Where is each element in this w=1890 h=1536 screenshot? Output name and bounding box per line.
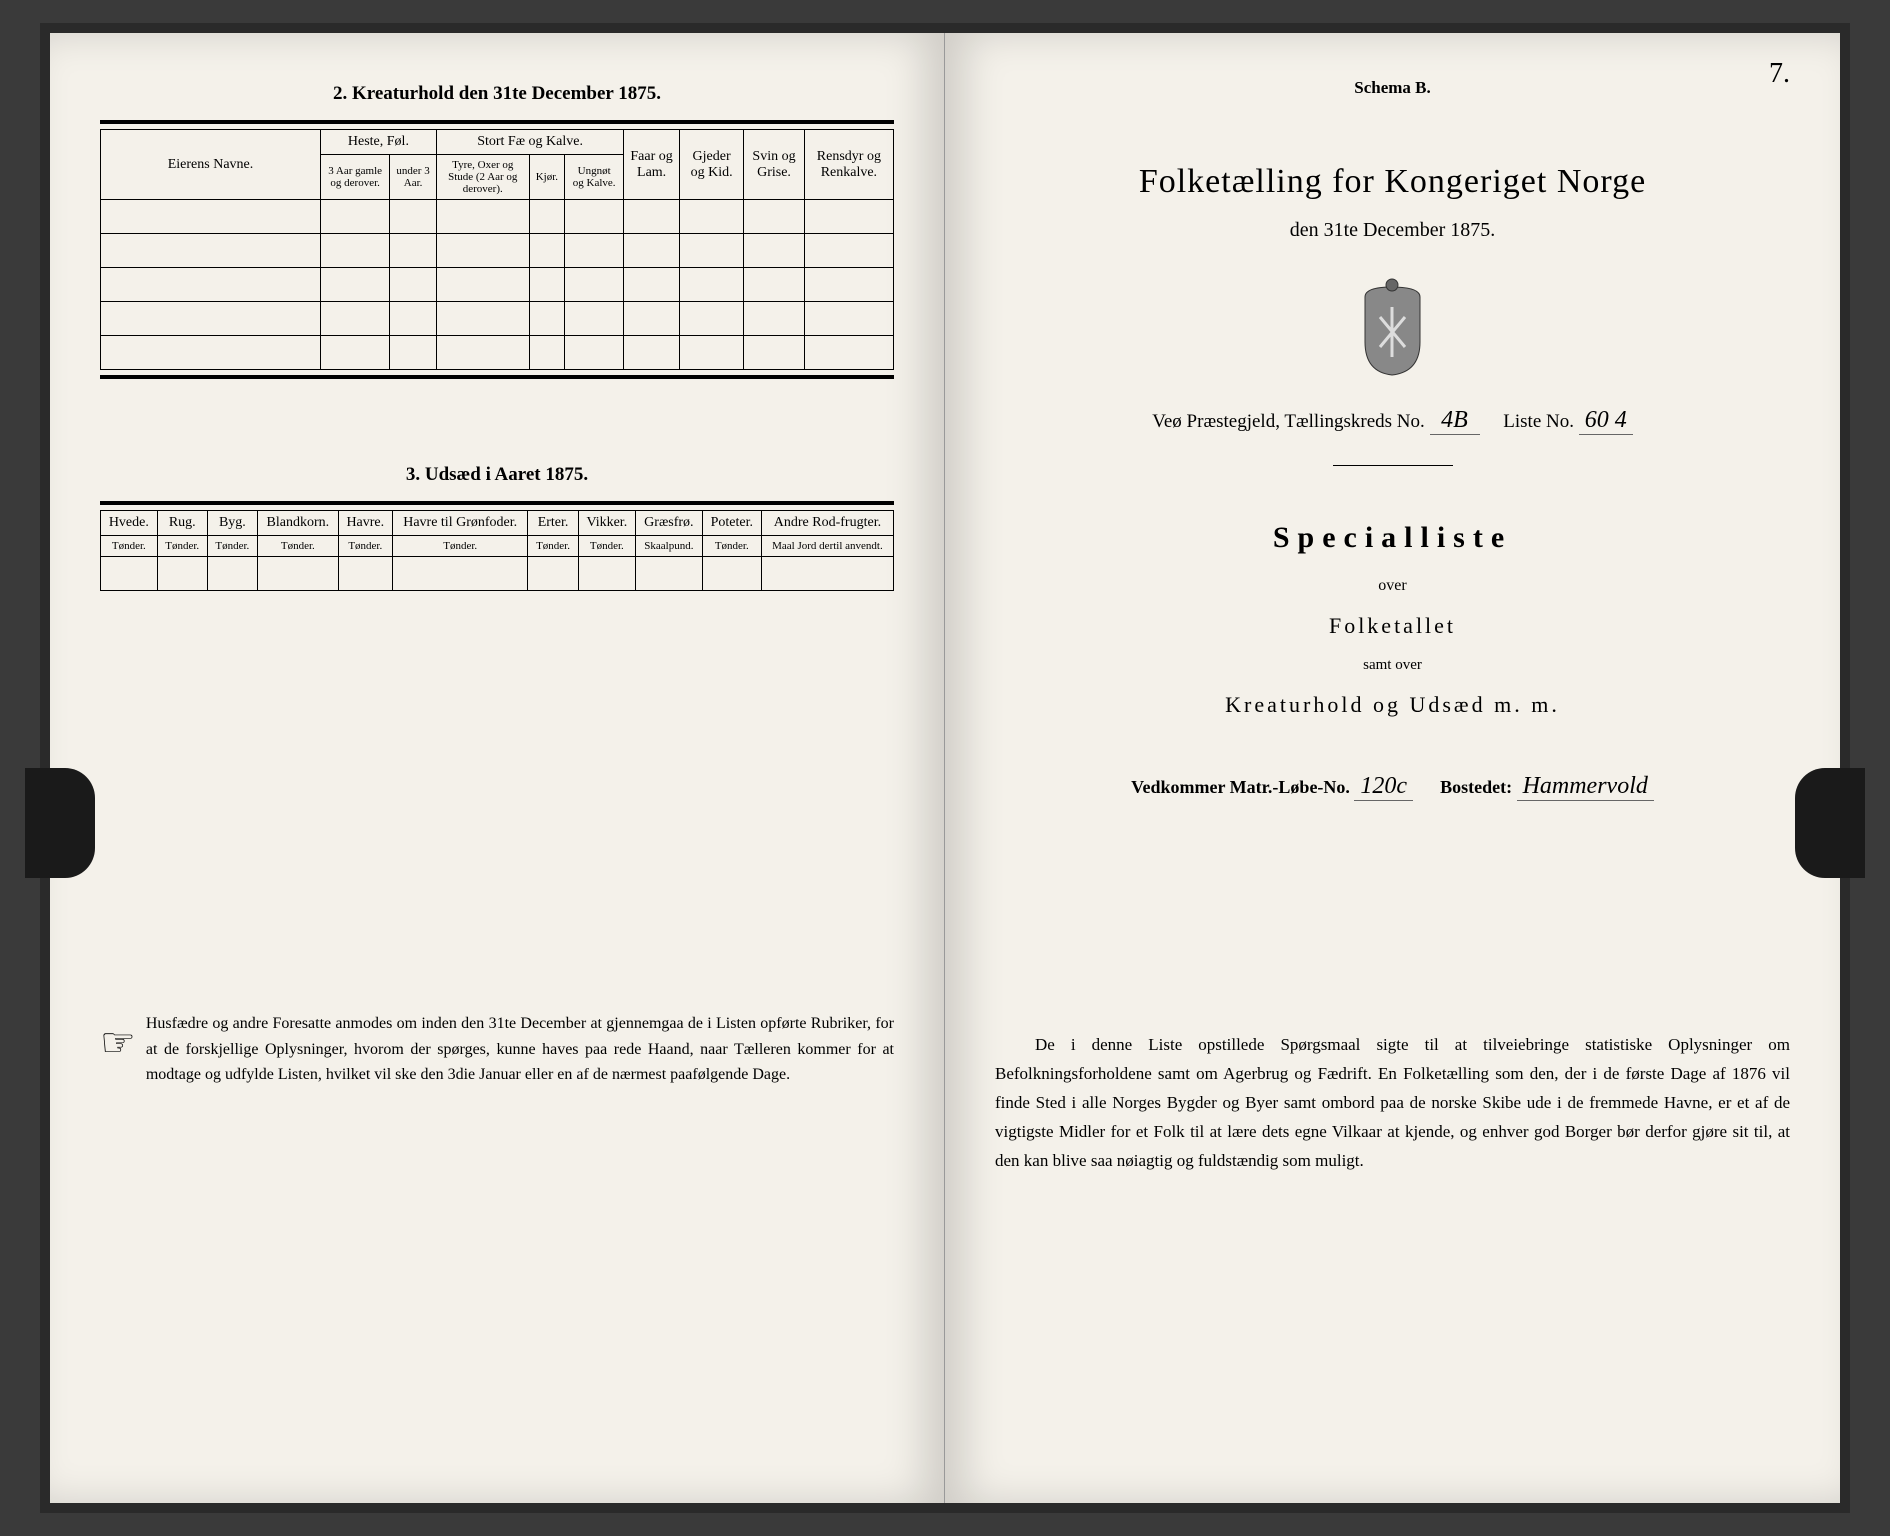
rule: [100, 501, 894, 505]
page-number: 7.: [1769, 58, 1790, 90]
t3-col: Erter.: [528, 511, 578, 536]
vedk-label: Vedkommer Matr.-Løbe-No.: [1131, 777, 1350, 797]
bosted-label: Bostedet:: [1440, 777, 1512, 797]
vedk-line: Vedkommer Matr.-Løbe-No. 120c Bostedet: …: [995, 773, 1790, 801]
section2-title: 2. Kreaturhold den 31te December 1875.: [100, 83, 894, 105]
t3-unit: Maal Jord dertil anvendt.: [761, 536, 893, 557]
t3-col: Poteter.: [702, 511, 761, 536]
t3-col: Andre Rod-frugter.: [761, 511, 893, 536]
special-title: Specialliste: [995, 521, 1790, 555]
t3-col: Blandkorn.: [257, 511, 338, 536]
table-row: [101, 234, 894, 268]
t3-col: Vikker.: [578, 511, 635, 536]
table-row: [101, 302, 894, 336]
right-paragraph: De i denne Liste opstillede Spørgsmaal s…: [995, 1031, 1790, 1175]
rule: [1333, 465, 1453, 466]
right-page: 7. Schema B. Folketælling for Kongeriget…: [945, 33, 1840, 1503]
kreds-prefix: Veø Præstegjeld, Tællingskreds No.: [1152, 411, 1425, 432]
col-storfe: Stort Fæ og Kalve.: [436, 130, 623, 155]
samt-label: samt over: [995, 657, 1790, 674]
vedk-value: 120c: [1354, 773, 1413, 801]
main-title: Folketælling for Kongeriget Norge: [995, 163, 1790, 201]
t3-unit: Tønder.: [392, 536, 528, 557]
col-faar: Faar og Lam.: [624, 130, 680, 200]
t3-col: Byg.: [207, 511, 257, 536]
coat-of-arms-icon: [1355, 277, 1430, 377]
left-page: 2. Kreaturhold den 31te December 1875. E…: [50, 33, 945, 1503]
table-row: [101, 200, 894, 234]
sub-heste1: 3 Aar gamle og derover.: [321, 155, 390, 200]
kreds-value: 4B: [1430, 407, 1480, 435]
schema-label: Schema B.: [995, 78, 1790, 98]
binder-clip-left: [25, 768, 95, 878]
footnote-block: ☞ Husfædre og andre Foresatte anmodes om…: [100, 1011, 894, 1088]
kreatur-label: Kreaturhold og Udsæd m. m.: [995, 692, 1790, 718]
col-eier: Eierens Navne.: [101, 130, 321, 200]
t3-col: Hvede.: [101, 511, 158, 536]
t3-unit: Tønder.: [257, 536, 338, 557]
footnote-text: Husfædre og andre Foresatte anmodes om i…: [146, 1011, 894, 1088]
rule: [100, 120, 894, 124]
t3-unit: Tønder.: [578, 536, 635, 557]
t3-unit: Tønder.: [528, 536, 578, 557]
table-row: [101, 268, 894, 302]
sub-title: den 31te December 1875.: [995, 219, 1790, 242]
pointing-hand-icon: ☞: [100, 1011, 136, 1088]
book-spread: 2. Kreaturhold den 31te December 1875. E…: [40, 23, 1850, 1513]
kreaturhold-table: Eierens Navne. Heste, Føl. Stort Fæ og K…: [100, 129, 894, 370]
table-row: [101, 557, 894, 591]
section3-title: 3. Udsæd i Aaret 1875.: [100, 464, 894, 486]
rule: [100, 375, 894, 379]
col-heste: Heste, Føl.: [321, 130, 437, 155]
bosted-value: Hammervold: [1517, 773, 1654, 801]
sub-fe2: Kjør.: [529, 155, 564, 200]
col-gjeder: Gjeder og Kid.: [679, 130, 743, 200]
liste-label: Liste No.: [1503, 411, 1574, 432]
liste-value: 60 4: [1579, 407, 1633, 435]
sub-fe1: Tyre, Oxer og Stude (2 Aar og derover).: [436, 155, 529, 200]
col-ren: Rensdyr og Renkalve.: [804, 130, 893, 200]
binder-clip-right: [1795, 768, 1865, 878]
t3-unit: Tønder.: [207, 536, 257, 557]
t3-col: Rug.: [157, 511, 207, 536]
t3-col: Havre til Grønfoder.: [392, 511, 528, 536]
t3-unit: Skaalpund.: [636, 536, 703, 557]
col-svin: Svin og Grise.: [744, 130, 804, 200]
t3-col: Græsfrø.: [636, 511, 703, 536]
table-row: [101, 336, 894, 370]
t3-unit: Tønder.: [702, 536, 761, 557]
sub-fe3: Ungnøt og Kalve.: [565, 155, 624, 200]
over-label: over: [995, 577, 1790, 595]
t3-col: Havre.: [338, 511, 392, 536]
t3-unit: Tønder.: [101, 536, 158, 557]
sub-heste2: under 3 Aar.: [390, 155, 437, 200]
t3-unit: Tønder.: [157, 536, 207, 557]
kreds-line: Veø Præstegjeld, Tællingskreds No. 4B Li…: [995, 407, 1790, 435]
udsaed-table: Hvede.Rug.Byg.Blandkorn.Havre.Havre til …: [100, 510, 894, 591]
folketallet-label: Folketallet: [995, 613, 1790, 639]
t3-unit: Tønder.: [338, 536, 392, 557]
